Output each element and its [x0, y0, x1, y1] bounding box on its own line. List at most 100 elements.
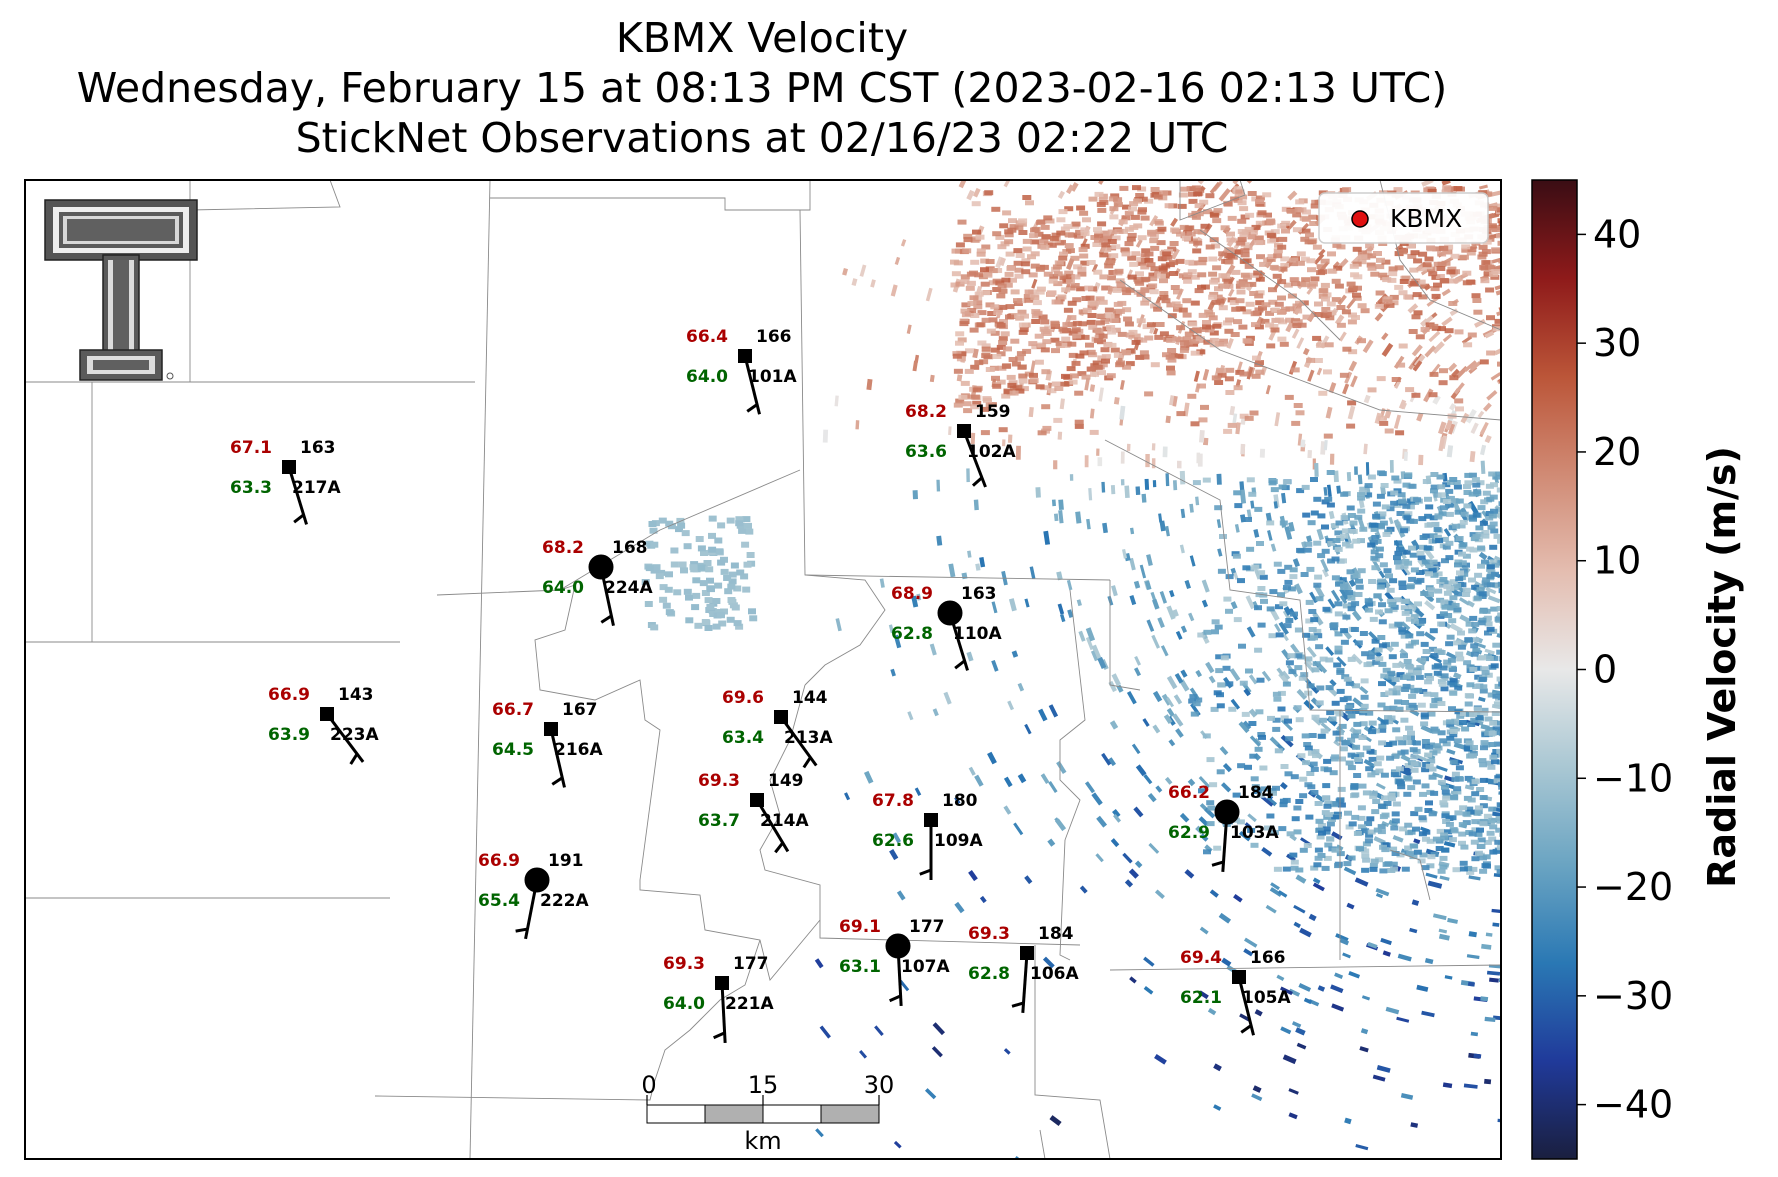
station-temperature: 68.2 [905, 402, 947, 422]
station-dewpoint: 62.8 [968, 964, 1010, 984]
map-background [25, 180, 1501, 1159]
station-102a[interactable]: 68.2 159 63.6 102A [905, 402, 1016, 488]
station-dewpoint: 62.8 [891, 624, 933, 644]
station-wind-direction: 149 [768, 771, 804, 791]
wind-barb-feather [971, 476, 983, 487]
colorbar-tick-label: −10 [1593, 756, 1673, 800]
legend-label: KBMX [1390, 204, 1462, 233]
station-wind-direction: 184 [1238, 783, 1274, 803]
colorbar-gradient [1531, 179, 1578, 1160]
station-dewpoint: 62.1 [1180, 988, 1222, 1008]
station-id: 110A [953, 624, 1002, 644]
station-101a[interactable]: 66.4 166 64.0 101A [686, 327, 797, 415]
colorbar: 40 30 20 10 0 −10 −20 −30 −40 Radial Velocity (m… [1531, 179, 1744, 1160]
station-dewpoint: 63.9 [268, 725, 310, 745]
scalebar-tick-15: 15 [748, 1071, 779, 1099]
colorbar-tick-label: −40 [1593, 1083, 1673, 1127]
station-temperature: 66.9 [478, 851, 520, 871]
station-wind-direction: 180 [942, 791, 978, 811]
station-marker-square [1020, 946, 1034, 960]
colorbar-tick-label: 40 [1593, 212, 1641, 256]
station-id: 105A [1242, 988, 1291, 1008]
station-marker-square [715, 976, 729, 990]
station-wind-direction: 177 [733, 954, 769, 974]
map-frame [24, 179, 1502, 1160]
station-dewpoint: 65.4 [478, 891, 520, 911]
station-110a[interactable]: 68.9 163 62.8 110A [891, 584, 1002, 671]
wind-barb-shaft [743, 355, 761, 415]
colorbar-tick-label: 20 [1593, 430, 1641, 474]
station-217a[interactable]: 67.1 163 63.3 217A [230, 438, 341, 525]
station-temperature: 68.9 [891, 584, 933, 604]
station-dewpoint: 62.9 [1168, 823, 1210, 843]
station-dewpoint: 64.0 [686, 367, 728, 387]
scalebar-seg-3 [762, 1104, 822, 1124]
station-214a[interactable]: 69.3 149 63.7 214A [698, 771, 809, 854]
station-marker-circle [885, 933, 911, 959]
colorbar-tick-label: 30 [1593, 321, 1641, 365]
station-temperature: 67.8 [872, 791, 914, 811]
wind-barb-feather [515, 927, 528, 933]
station-dewpoint: 64.0 [542, 578, 584, 598]
station-temperature: 66.2 [1168, 783, 1210, 803]
station-dewpoint: 63.6 [905, 442, 947, 462]
map-panel: 66.4 166 64.0 101A 68.2 159 63.6 102A 67.1 163 63.… [24, 179, 1502, 1160]
station-wind-direction: 191 [548, 851, 584, 871]
title-line-3: StickNet Observations at 02/16/23 02:22 … [296, 114, 1229, 162]
station-dewpoint: 63.7 [698, 811, 740, 831]
wind-barb-feather [713, 1031, 726, 1040]
scalebar-tick-0: 0 [641, 1071, 656, 1099]
station-221a[interactable]: 69.3 177 64.0 221A [663, 954, 774, 1043]
station-marker-circle [588, 554, 614, 580]
station-temperature: 66.4 [686, 327, 728, 347]
station-109a[interactable]: 67.8 180 62.6 109A [872, 791, 983, 880]
station-id: 107A [901, 957, 950, 977]
station-223a[interactable]: 66.9 143 63.9 223A [268, 685, 379, 765]
colorbar-tick-label: −30 [1593, 974, 1673, 1018]
station-id: 103A [1230, 823, 1279, 843]
wind-barb-feather [600, 614, 613, 624]
legend: KBMX [1318, 192, 1489, 244]
station-marker-square [957, 424, 971, 438]
legend-box [1318, 192, 1489, 244]
station-marker-square [282, 460, 296, 474]
wind-barb-feather [746, 403, 758, 413]
scalebar-seg-4 [820, 1104, 880, 1124]
stations-layer: 66.4 166 64.0 101A 68.2 159 63.6 102A 67.1 163 63.… [230, 327, 1291, 1043]
scalebar-unit: km [744, 1127, 781, 1155]
wind-barb-feather [1011, 1001, 1024, 1008]
radar-velocity-layer [641, 180, 1501, 1159]
station-temperature: 69.3 [968, 924, 1010, 944]
wind-barb-feather [954, 659, 966, 670]
station-wind-direction: 144 [792, 688, 828, 708]
station-temperature: 69.6 [722, 688, 764, 708]
scalebar-seg-2 [704, 1104, 764, 1124]
station-id: 216A [554, 740, 603, 760]
station-105a[interactable]: 69.4 166 62.1 105A [1180, 948, 1291, 1036]
station-id: 217A [292, 478, 341, 498]
station-marker-square [750, 793, 764, 807]
station-dewpoint: 62.6 [872, 831, 914, 851]
station-temperature: 66.9 [268, 685, 310, 705]
station-wind-direction: 143 [338, 685, 374, 705]
station-224a[interactable]: 68.2 168 64.0 224A [542, 538, 653, 627]
texas-tech-logo [44, 199, 198, 381]
station-107a[interactable]: 69.1 177 63.1 107A [839, 917, 950, 1006]
station-103a[interactable]: 66.2 184 62.9 103A [1168, 783, 1279, 872]
wind-barb-feather [889, 994, 902, 1003]
station-wind-direction: 168 [612, 538, 648, 558]
colorbar-label: Radial Velocity (m/s) [1700, 446, 1744, 888]
wind-barb-feather [1240, 1024, 1252, 1034]
station-id: 223A [330, 725, 379, 745]
wind-barb-feather [1211, 860, 1224, 867]
title-line-1: KBMX Velocity [616, 14, 908, 62]
station-marker-square [320, 707, 334, 721]
station-dewpoint: 63.3 [230, 478, 272, 498]
station-222a[interactable]: 66.9 191 65.4 222A [478, 851, 589, 940]
station-id: 213A [784, 728, 833, 748]
station-id: 224A [604, 578, 653, 598]
station-216a[interactable]: 66.7 167 64.5 216A [492, 700, 603, 788]
station-106a[interactable]: 69.3 184 62.8 106A [968, 924, 1079, 1013]
wind-barb-feather [551, 776, 564, 786]
station-213a[interactable]: 69.6 144 63.4 213A [722, 688, 833, 769]
